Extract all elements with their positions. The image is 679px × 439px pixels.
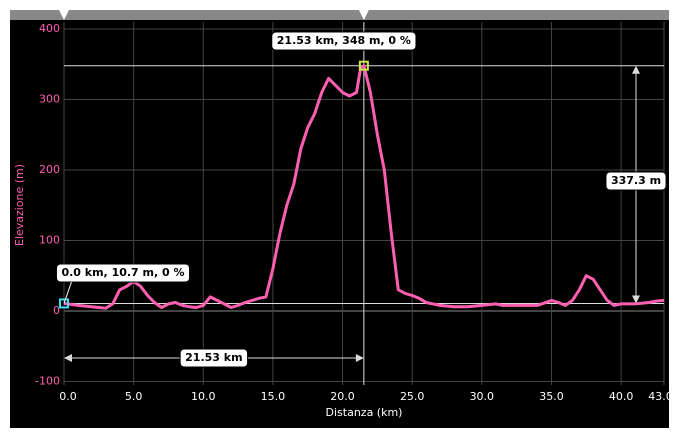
- annotation: 337.3 m: [605, 171, 667, 191]
- elevation-line: [63, 64, 665, 310]
- slider-handle[interactable]: [59, 5, 69, 20]
- x-tick-label: 25.0: [400, 390, 425, 403]
- annotation: 21.53 km, 348 m, 0 %: [271, 31, 417, 51]
- x-tick-label: 30.0: [470, 390, 495, 403]
- annotation-box: [271, 31, 417, 51]
- y-tick-label: 300: [39, 93, 60, 106]
- slider-handle[interactable]: [358, 5, 369, 20]
- y-tick-label: 100: [39, 234, 60, 247]
- start-marker: [59, 298, 69, 309]
- peak-marker: [358, 60, 369, 71]
- x-tick-label: 43.08: [648, 390, 679, 403]
- y-tick-label: -100: [35, 374, 60, 387]
- annotation-text: 0.0 km, 10.7 m, 0 %: [61, 266, 184, 279]
- annotation-text: 21.53 km, 348 m, 0 %: [277, 34, 411, 47]
- annotation-box: [605, 171, 667, 191]
- x-tick-label: 40.0: [609, 390, 634, 403]
- x-tick-label: 20.0: [330, 390, 355, 403]
- x-tick-label: 5.0: [125, 390, 143, 403]
- y-axis-title: Elevazione (m): [13, 164, 26, 246]
- y-tick-label: 0: [53, 304, 60, 317]
- annotation-pointer: [63, 281, 72, 304]
- annotation: 21.53 km: [179, 348, 249, 368]
- plot-background: [10, 10, 669, 428]
- x-tick-label: 0.0: [59, 390, 77, 403]
- annotation-box: [179, 348, 249, 368]
- y-tick-label: 200: [39, 163, 60, 176]
- annotation-text: 21.53 km: [185, 351, 242, 364]
- range-slider[interactable]: [10, 10, 669, 20]
- x-tick-label: 15.0: [261, 390, 286, 403]
- x-axis-title: Distanza (km): [326, 406, 403, 419]
- annotation-text: 337.3 m: [611, 174, 661, 187]
- x-tick-label: 35.0: [539, 390, 564, 403]
- x-tick-label: 10.0: [191, 390, 216, 403]
- annotation-box: [55, 263, 191, 283]
- y-tick-label: 400: [39, 22, 60, 35]
- annotation: 0.0 km, 10.7 m, 0 %: [55, 263, 191, 283]
